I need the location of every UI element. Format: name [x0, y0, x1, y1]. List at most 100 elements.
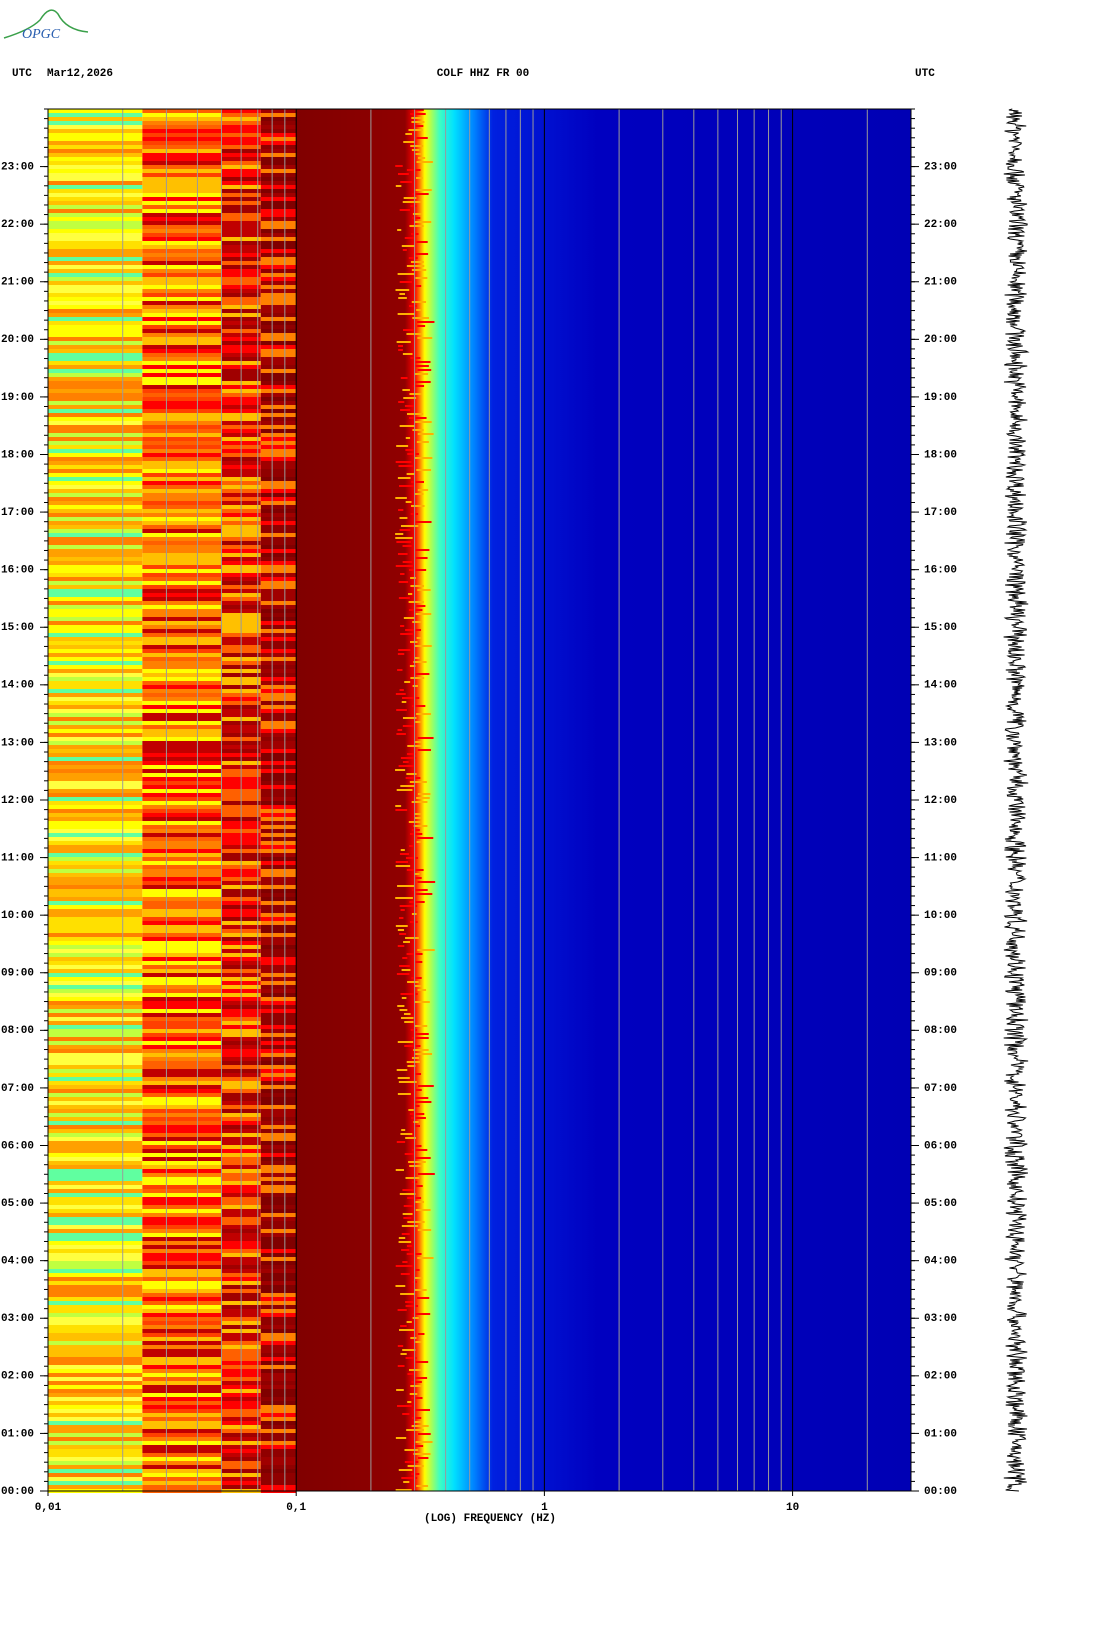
spectrum-cell — [48, 1289, 143, 1293]
spectrum-edge — [415, 521, 432, 523]
spectrum-cell — [142, 253, 222, 257]
spectrum-cell — [260, 513, 297, 517]
spectrum-cell — [48, 1457, 143, 1461]
spectrum-cell — [142, 785, 222, 789]
spectrum-cell — [142, 173, 222, 177]
spectrum-cell — [142, 917, 222, 921]
spectrum-cell — [142, 1161, 222, 1165]
spectrum-cell — [142, 349, 222, 353]
spectrum-cell — [48, 1089, 143, 1093]
spectrum-cell — [48, 1073, 143, 1077]
spectrum-cell — [48, 717, 143, 721]
spectrum-edge — [395, 461, 412, 463]
spectrum-cell — [48, 353, 143, 357]
spectrum-cell — [48, 125, 143, 129]
spectrum-edge — [401, 701, 407, 703]
spectrum-cell — [260, 773, 297, 777]
spectrum-cell — [260, 901, 297, 905]
spectrum-cell — [260, 561, 297, 565]
spectrum-cell — [142, 1337, 222, 1341]
spectrum-cell — [48, 1001, 143, 1005]
spectrum-edge — [416, 713, 431, 715]
spectrum-cell — [48, 621, 143, 625]
spectrum-cell — [48, 341, 143, 345]
spectrum-cell — [142, 1221, 222, 1225]
spectrum-cell — [142, 981, 222, 985]
spectrum-cell — [260, 265, 297, 269]
spectrum-cell — [142, 537, 222, 541]
spectrum-cell — [48, 529, 143, 533]
spectrum-edge — [415, 1341, 422, 1343]
spectrum-edge — [406, 265, 425, 267]
spectrum-cell — [48, 937, 143, 941]
spectrum-cell — [142, 541, 222, 545]
spectrum-cell — [142, 1145, 222, 1149]
spectrum-cell — [48, 217, 143, 221]
spectrum-edge — [414, 457, 433, 459]
spectrum-cell — [48, 1149, 143, 1153]
y-tick-label: 13:00 — [1, 737, 34, 749]
spectrum-edge — [412, 213, 423, 215]
spectrum-cell — [48, 557, 143, 561]
spectrum-cell — [260, 1445, 297, 1449]
spectrum-cell — [142, 245, 222, 249]
spectrum-cell — [48, 1273, 143, 1277]
spectrum-cell — [142, 1317, 222, 1321]
spectrum-cell — [142, 1401, 222, 1405]
spectrum-cell — [142, 641, 222, 645]
spectrum-cell — [260, 281, 297, 285]
spectrum-cell — [48, 1225, 143, 1229]
spectrum-cell — [260, 685, 297, 689]
spectrum-edge — [409, 921, 418, 923]
spectrum-cell — [260, 385, 297, 389]
spectrum-cell — [142, 217, 222, 221]
spectrum-cell — [48, 953, 143, 957]
spectrum-cell — [142, 901, 222, 905]
spectrum-cell — [48, 165, 143, 169]
spectrum-cell — [260, 729, 297, 733]
spectrum-cell — [260, 245, 297, 249]
spectrum-cell — [142, 1097, 222, 1101]
spectrum-cell — [260, 1473, 297, 1477]
spectrum-edge — [404, 1449, 419, 1451]
spectrum-edge — [411, 977, 422, 979]
spectrum-edge — [399, 529, 411, 531]
spectrum-cell — [48, 733, 143, 737]
spectrum-cell — [260, 1353, 297, 1357]
spectrum-edge — [409, 901, 425, 903]
spectrum-cell — [48, 1173, 143, 1177]
spectrum-cell — [48, 253, 143, 257]
spectrum-cell — [48, 1109, 143, 1113]
spectrum-edge — [415, 1277, 423, 1279]
spectrum-cell — [260, 625, 297, 629]
spectrum-cell — [260, 1453, 297, 1457]
spectrum-cell — [48, 1345, 143, 1349]
spectrum-cell — [142, 1421, 222, 1425]
spectrum-cell — [142, 1013, 222, 1017]
spectrum-cell — [48, 681, 143, 685]
spectrum-edge — [413, 1409, 430, 1411]
spectrum-cell — [260, 1417, 297, 1421]
spectrum-cell — [142, 673, 222, 677]
spectrum-edge — [405, 501, 412, 503]
spectrum-edge — [402, 717, 417, 719]
spectrum-edge — [410, 1385, 423, 1387]
spectrum-edge — [417, 1433, 431, 1435]
spectrum-cell — [142, 1217, 222, 1221]
spectrum-cell — [260, 973, 297, 977]
spectrum-cell — [260, 821, 297, 825]
spectrum-cell — [48, 1285, 143, 1289]
spectrum-edge — [417, 1257, 434, 1259]
spectrum-cell — [48, 1245, 143, 1249]
spectrum-cell — [260, 209, 297, 213]
spectrum-edge — [417, 325, 426, 327]
spectrum-cell — [142, 1461, 222, 1465]
spectrum-edge — [399, 853, 409, 855]
spectrum-cell — [48, 481, 143, 485]
spectrum-cell — [48, 289, 143, 293]
spectrum-cell — [48, 1013, 143, 1017]
spectrum-edge — [406, 869, 424, 871]
spectrum-edge — [399, 905, 418, 907]
spectrum-cell — [260, 789, 297, 793]
spectrum-cell — [48, 1261, 143, 1265]
